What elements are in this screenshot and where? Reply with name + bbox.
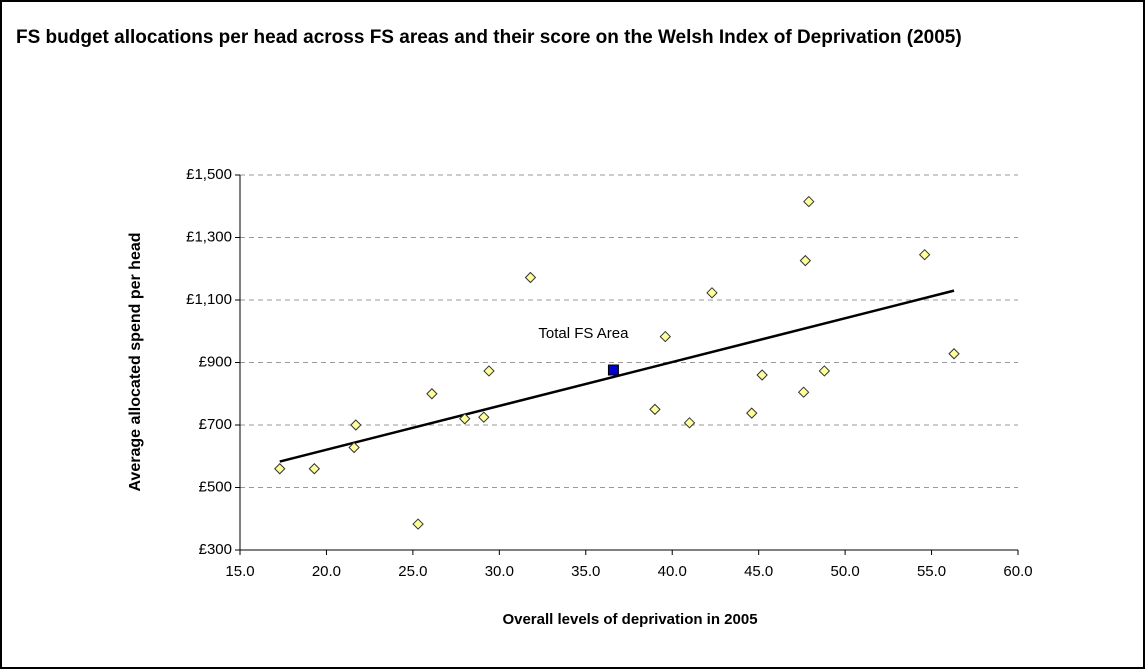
highlight-label: Total FS Area [538, 325, 629, 342]
point [756, 369, 768, 381]
y-tick-label: £300 [199, 541, 232, 558]
x-axis-title: Overall levels of deprivation in 2005 [502, 611, 757, 628]
point [706, 287, 718, 299]
point [308, 463, 321, 475]
x-tick-label: 60.0 [1003, 563, 1032, 580]
point [799, 254, 812, 267]
x-tick-label: 55.0 [917, 563, 946, 580]
point [948, 348, 960, 360]
point [478, 411, 490, 423]
point [683, 417, 696, 429]
point [274, 463, 286, 475]
x-tick-label: 15.0 [225, 563, 254, 580]
x-tick-label: 45.0 [744, 563, 773, 580]
point [746, 407, 758, 419]
point [918, 248, 931, 261]
y-tick-label: £900 [199, 353, 232, 370]
point [483, 365, 495, 377]
point [412, 518, 424, 530]
y-tick-label: £500 [199, 478, 232, 495]
highlight-point [607, 364, 619, 376]
y-tick-label: £1,500 [186, 166, 232, 183]
chart-title: FS budget allocations per head across FS… [16, 27, 962, 48]
trendline [279, 289, 955, 463]
x-tick-label: 35.0 [571, 563, 600, 580]
point [818, 365, 831, 377]
point [803, 195, 815, 208]
x-tick-label: 40.0 [658, 563, 687, 580]
y-axis-title: Average allocated spend per head [127, 232, 144, 491]
y-tick-label: £1,100 [186, 291, 232, 308]
point [459, 413, 471, 425]
x-tick-label: 20.0 [312, 563, 341, 580]
y-tick-label: £1,300 [186, 228, 232, 245]
point [649, 403, 661, 416]
x-tick-label: 50.0 [831, 563, 860, 580]
point [659, 330, 672, 343]
x-tick-label: 25.0 [398, 563, 427, 580]
point [797, 386, 810, 398]
point [348, 441, 360, 454]
point [350, 419, 362, 431]
y-tick-label: £700 [199, 416, 232, 433]
point [524, 271, 537, 284]
point [426, 388, 438, 400]
x-tick-label: 30.0 [485, 563, 514, 580]
